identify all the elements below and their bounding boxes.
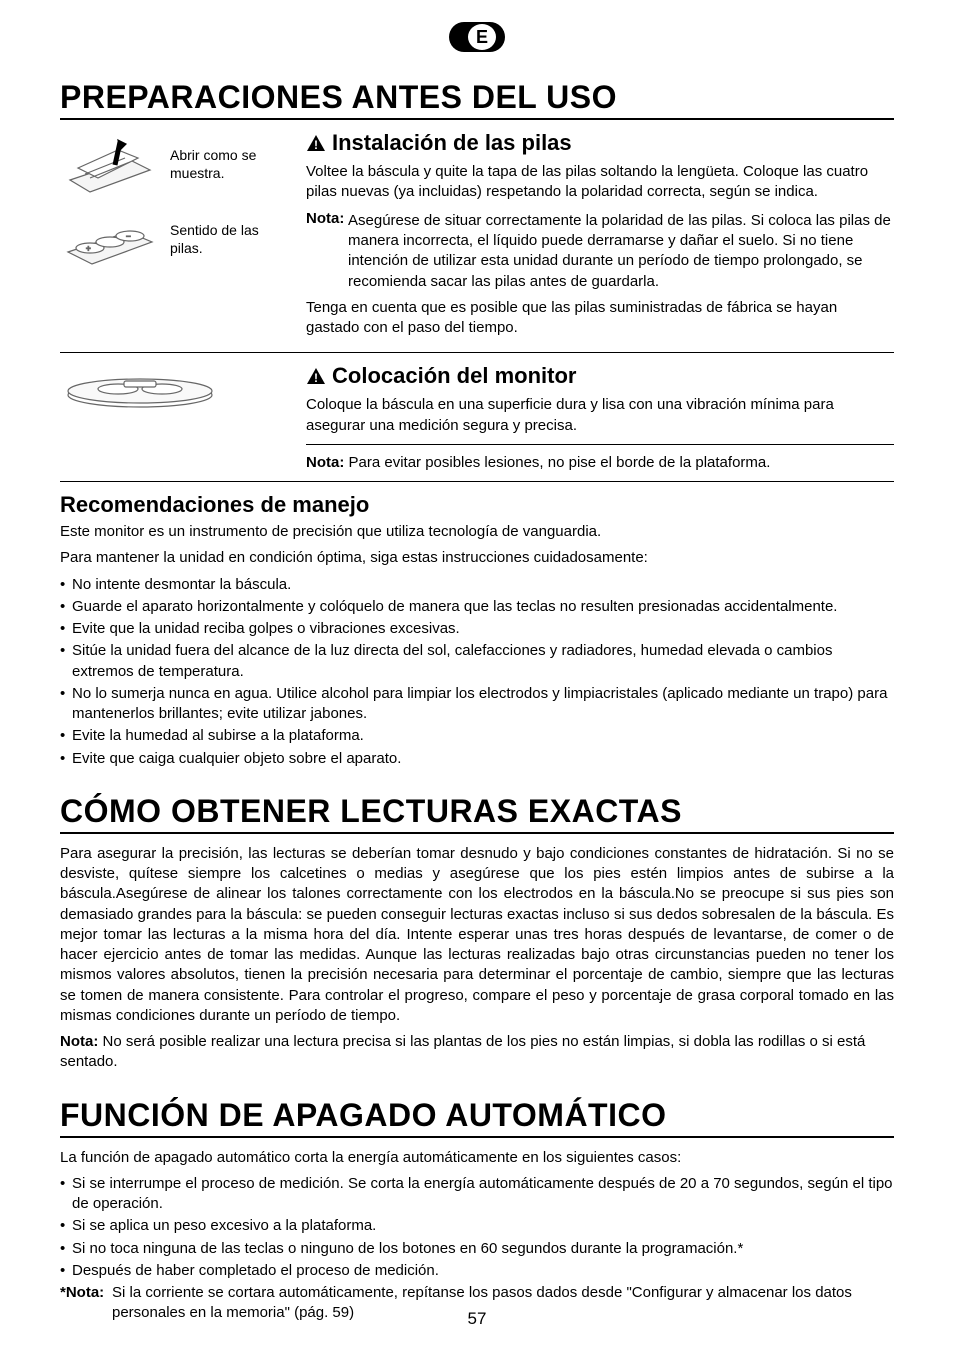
para-monitor-1: Coloque la báscula en una superficie dur… [306, 395, 894, 436]
para-lecturas-1: Para asegurar la precisión, las lecturas… [60, 844, 894, 1026]
svg-text:−: − [126, 232, 131, 241]
h2-instalacion-pilas: ! Instalación de las pilas [306, 130, 894, 158]
section-apagado: FUNCIÓN DE APAGADO AUTOMÁTICO La función… [60, 1097, 894, 1324]
caption-sentido: Sentido de las pilas. [170, 221, 290, 257]
warning-icon: ! [306, 132, 326, 158]
section-lecturas: CÓMO OBTENER LECTURAS EXACTAS Para asegu… [60, 793, 894, 1073]
bullets-apagado: Si se interrumpe el proceso de medición.… [60, 1174, 894, 1281]
battery-orientation-icon: + − [60, 208, 160, 270]
list-item: Evite que la unidad reciba golpes o vibr… [60, 619, 894, 639]
list-item: Si no toca ninguna de las teclas o ningu… [60, 1239, 894, 1259]
para-recom-1: Este monitor es un instrumento de precis… [60, 522, 894, 542]
row-instalacion-pilas: Abrir como se muestra. + − Sentido de la… [60, 130, 894, 353]
list-item: No intente desmontar la báscula. [60, 575, 894, 595]
list-item: Si se aplica un peso excesivo a la plata… [60, 1216, 894, 1236]
para-apagado-1: La función de apagado automático corta l… [60, 1148, 894, 1168]
note-label-monitor: Nota: [306, 454, 344, 471]
note-pilas: Nota: Asegúrese de situar correctamente … [306, 209, 894, 292]
note-label: Nota: [306, 210, 344, 227]
warning-icon: ! [306, 365, 326, 391]
para-recom-2: Para mantener la unidad en condición ópt… [60, 548, 894, 568]
list-item: Sitúe la unidad fuera del alcance de la … [60, 641, 894, 682]
text-colocacion-monitor: ! Colocación del monitor Coloque la básc… [306, 363, 894, 473]
figure-column-pilas: Abrir como se muestra. + − Sentido de la… [60, 130, 290, 344]
h2-colocacion-monitor: ! Colocación del monitor [306, 363, 894, 391]
star-note-label: *Nota: [60, 1283, 104, 1303]
list-item: Evite la humedad al subirse a la platafo… [60, 726, 894, 746]
svg-text:!: ! [314, 138, 318, 152]
h3-recomendaciones: Recomendaciones de manejo [60, 492, 894, 518]
battery-cover-open-icon [60, 130, 160, 198]
para-pilas-2: Tenga en cuenta que es posible que las p… [306, 298, 894, 339]
h2-instalacion-pilas-text: Instalación de las pilas [332, 130, 572, 155]
bullets-recomendaciones: No intente desmontar la báscula.Guarde e… [60, 575, 894, 769]
svg-text:!: ! [314, 371, 318, 385]
note-body-lecturas: No será posible realizar una lectura pre… [60, 1033, 865, 1070]
h1-preparaciones: PREPARACIONES ANTES DEL USO [60, 79, 894, 120]
h1-lecturas: CÓMO OBTENER LECTURAS EXACTAS [60, 793, 894, 834]
row-colocacion-monitor: ! Colocación del monitor Coloque la básc… [60, 363, 894, 482]
note-label-lecturas: Nota: [60, 1033, 98, 1050]
note-body-monitor: Para evitar posibles lesiones, no pise e… [349, 454, 771, 471]
list-item: No lo sumerja nunca en agua. Utilice alc… [60, 684, 894, 725]
language-badge: E [60, 20, 894, 59]
note-body-pilas: Asegúrese de situar correctamente la pol… [306, 211, 894, 292]
text-instalacion-pilas: ! Instalación de las pilas Voltee la bás… [306, 130, 894, 344]
list-item: Si se interrumpe el proceso de medición.… [60, 1174, 894, 1215]
scale-on-surface-icon [60, 363, 220, 413]
caption-abrir: Abrir como se muestra. [170, 146, 290, 182]
section-preparaciones: PREPARACIONES ANTES DEL USO Abrir como s… [60, 79, 894, 769]
svg-text:E: E [476, 27, 488, 47]
h2-colocacion-monitor-text: Colocación del monitor [332, 363, 576, 388]
figure-abrir: Abrir como se muestra. [60, 130, 290, 198]
page-number: 57 [0, 1309, 954, 1329]
figure-column-monitor [60, 363, 290, 473]
h1-apagado: FUNCIÓN DE APAGADO AUTOMÁTICO [60, 1097, 894, 1138]
block-recomendaciones: Recomendaciones de manejo Este monitor e… [60, 492, 894, 769]
list-item: Guarde el aparato horizontalmente y coló… [60, 597, 894, 617]
svg-text:+: + [86, 244, 91, 253]
list-item: Evite que caiga cualquier objeto sobre e… [60, 749, 894, 769]
note-lecturas: Nota: No será posible realizar una lectu… [60, 1032, 894, 1073]
para-pilas-1: Voltee la báscula y quite la tapa de las… [306, 162, 894, 203]
list-item: Después de haber completado el proceso d… [60, 1261, 894, 1281]
note-row-monitor: Nota: Para evitar posibles lesiones, no … [306, 444, 894, 473]
figure-sentido: + − Sentido de las pilas. [60, 208, 290, 270]
